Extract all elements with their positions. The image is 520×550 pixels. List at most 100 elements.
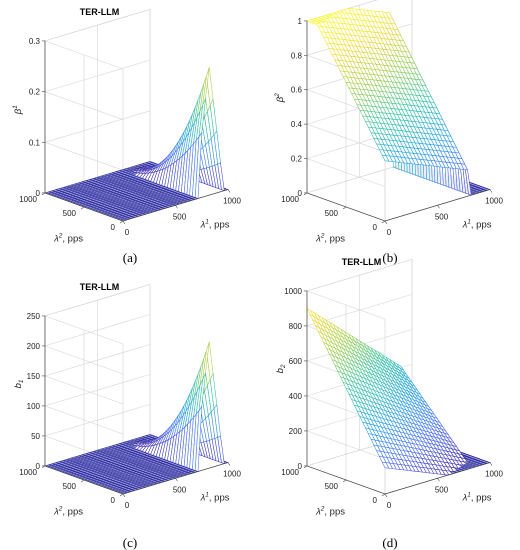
surface-mesh (44, 341, 229, 495)
y-tick-label: 0 (373, 496, 378, 505)
x-tick-label: 0 (387, 501, 392, 510)
y-tick-mark (80, 479, 85, 483)
panel-caption: (b) (382, 250, 397, 265)
x-tick-label: 1000 (485, 197, 503, 206)
panel-caption: (d) (382, 535, 397, 550)
x-tick-label: 500 (435, 212, 449, 221)
y-tick-label: 1000 (281, 195, 299, 204)
surface-mesh (306, 307, 491, 476)
z-axis-label: β2 (274, 93, 286, 103)
z-tick-label: 600 (289, 357, 303, 366)
x-tick-mark (227, 462, 231, 466)
z-tick-label: 0 (298, 189, 303, 198)
panel-caption: (a) (123, 250, 137, 265)
y-tick-label: 500 (63, 209, 77, 218)
y-axis-line (306, 192, 386, 222)
x-axis-label: λ1, pps (200, 218, 230, 230)
z-tick-label: 0.2 (291, 155, 303, 164)
x-tick-label: 1000 (223, 197, 241, 206)
x-tick-label: 0 (125, 501, 130, 510)
y-tick-mark (342, 479, 347, 483)
z-axis-label: b1 (13, 379, 25, 388)
z-axis-label: β1 (12, 105, 24, 115)
y-tick-label: 500 (325, 209, 339, 218)
z-tick-label: 200 (27, 342, 41, 351)
z-axis-label: b2 (275, 364, 287, 373)
z-tick-label: 0.8 (291, 51, 303, 60)
y-tick-label: 1000 (281, 468, 299, 477)
x-tick-mark (384, 493, 388, 498)
z-tick-label: 0.1 (29, 138, 41, 147)
x-tick-mark (437, 478, 440, 482)
y-tick-mark (381, 493, 386, 497)
y-tick-label: 500 (63, 482, 77, 491)
y-tick-label: 0 (111, 496, 116, 505)
y-axis-line (44, 192, 124, 222)
z-tick-label: 400 (289, 392, 303, 401)
x-tick-label: 500 (173, 212, 187, 221)
y-tick-label: 0 (111, 223, 116, 232)
z-tick-label: 800 (289, 322, 303, 331)
y-tick-label: 500 (325, 482, 339, 491)
z-tick-label: 0.6 (291, 86, 303, 95)
surface-mesh (44, 67, 229, 222)
y-tick-mark (342, 206, 347, 210)
y-tick-label: 0 (373, 223, 378, 232)
x-axis-label: λ1, pps (462, 218, 492, 230)
x-tick-mark (489, 189, 493, 193)
z-tick-label: 0.2 (29, 88, 41, 97)
x-tick-mark (175, 205, 178, 209)
x-tick-label: 500 (173, 485, 187, 494)
panel-caption: (c) (123, 535, 137, 550)
x-tick-label: 1000 (485, 470, 503, 479)
x-tick-mark (175, 478, 178, 482)
z-tick-label: 50 (31, 432, 40, 441)
x-tick-label: 0 (387, 228, 392, 237)
z-tick-label: 250 (27, 312, 41, 321)
z-tick-label: 0.4 (291, 120, 303, 129)
x-tick-mark (489, 462, 493, 466)
y-tick-mark (303, 192, 308, 196)
z-tick-label: 0 (36, 462, 41, 471)
x-axis-label: λ1, pps (200, 491, 230, 503)
y-tick-label: 1000 (19, 195, 37, 204)
chart-title: TER-LLM (342, 257, 382, 267)
y-axis-label: λ2, pps (53, 233, 83, 245)
z-tick-label: 1000 (284, 287, 302, 296)
y-tick-mark (303, 465, 308, 469)
y-tick-mark (41, 465, 46, 469)
x-tick-label: 0 (125, 228, 130, 237)
x-tick-mark (122, 220, 126, 225)
y-tick-mark (41, 192, 46, 196)
z-tick-label: 0 (298, 462, 303, 471)
chart-title: TER-LLM (80, 7, 120, 17)
z-tick-label: 150 (27, 372, 41, 381)
z-tick-label: 0 (36, 189, 41, 198)
z-tick-label: 100 (27, 402, 41, 411)
surface-cell (381, 154, 390, 162)
x-axis-label: λ1, pps (462, 491, 492, 503)
z-tick-label: 0.3 (29, 37, 41, 46)
y-tick-mark (119, 493, 124, 497)
y-axis-label: λ2, pps (315, 233, 345, 245)
y-axis-label: λ2, pps (53, 506, 83, 518)
surface-cell (381, 461, 390, 469)
y-tick-label: 1000 (19, 468, 37, 477)
z-tick-label: 200 (289, 427, 303, 436)
x-tick-mark (122, 493, 126, 498)
x-tick-mark (227, 189, 231, 193)
y-axis-label: λ2, pps (315, 506, 345, 518)
surface-mesh (306, 8, 491, 196)
y-tick-mark (381, 220, 386, 224)
z-tick-label: 1 (298, 17, 303, 26)
x-tick-label: 500 (435, 485, 449, 494)
y-tick-mark (80, 206, 85, 210)
x-tick-label: 1000 (223, 470, 241, 479)
x-tick-mark (384, 220, 388, 225)
chart-title: TER-LLM (80, 282, 120, 292)
